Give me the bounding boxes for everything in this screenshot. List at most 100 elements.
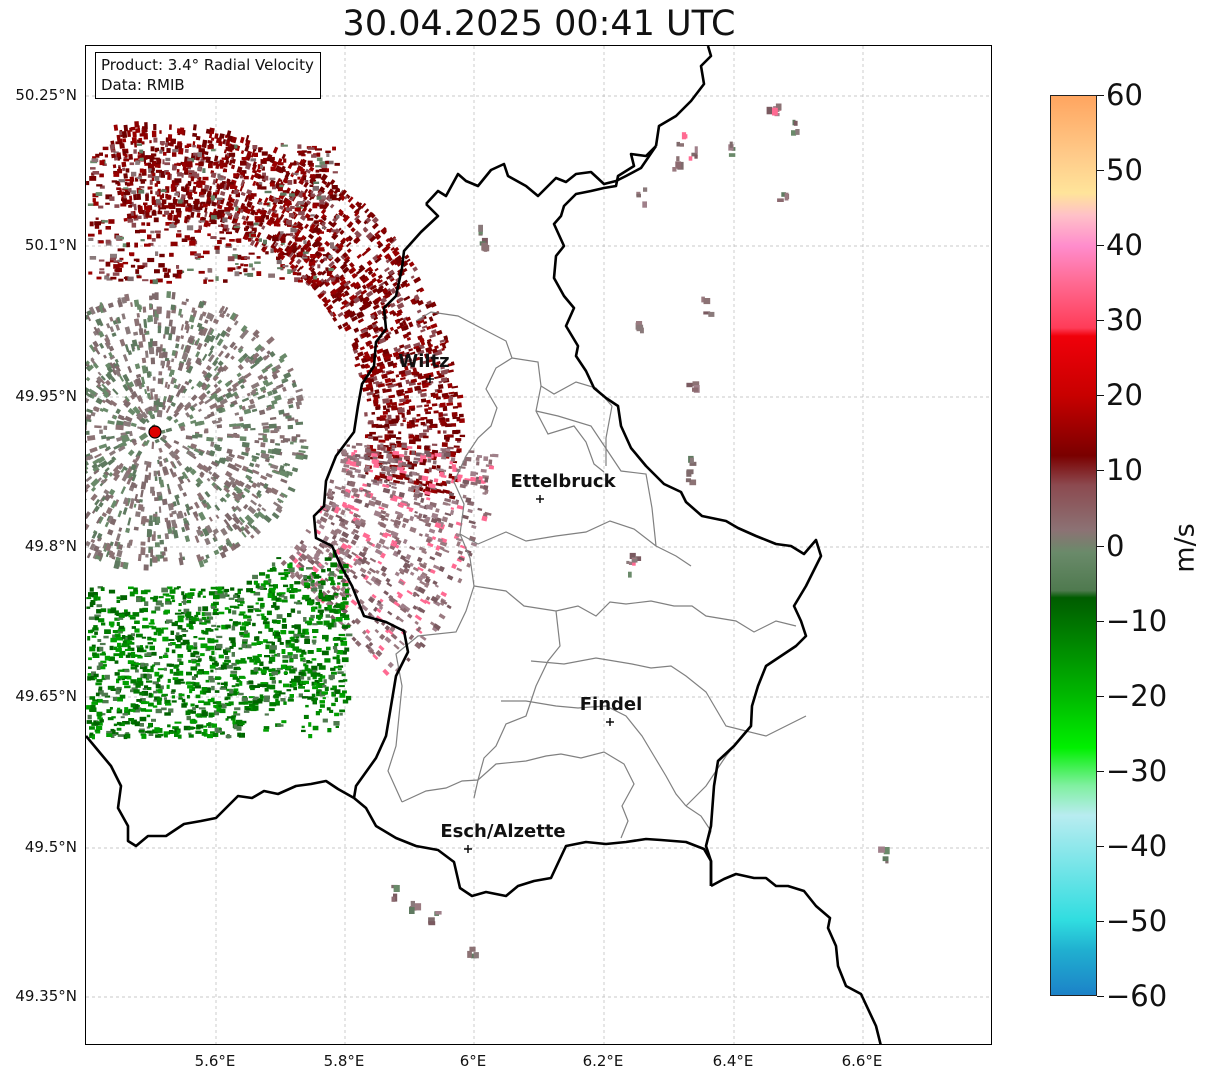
echo-pixel — [273, 584, 278, 589]
echo-pixel — [154, 269, 160, 274]
echo-pixel — [142, 688, 147, 691]
echo-pixel — [325, 614, 331, 618]
echo-pixel — [109, 326, 115, 333]
echo-pixel — [149, 279, 155, 284]
echo-pixel — [331, 691, 336, 697]
echo-pixel — [185, 593, 192, 598]
echo-pixel — [267, 390, 273, 397]
echo-pixel — [230, 670, 238, 674]
echo-pixel — [389, 597, 396, 604]
echo-pixel — [410, 365, 416, 369]
echo-pixel — [210, 441, 215, 447]
echo-pixel — [198, 399, 205, 406]
echo-pixel — [159, 130, 162, 134]
echo-pixel — [318, 709, 322, 713]
echo-pixel — [278, 357, 285, 364]
echo-pixel — [110, 499, 118, 509]
echo-pixel — [224, 353, 230, 359]
echo-pixel — [212, 601, 219, 606]
echo-pixel — [133, 299, 140, 307]
echo-pixel — [276, 614, 283, 619]
echo-pixel — [334, 256, 342, 264]
echo-pixel — [210, 731, 215, 734]
echo-pixel — [355, 201, 361, 207]
echo-pixel — [253, 608, 260, 611]
echo-pixel — [423, 320, 428, 325]
echo-pixel — [236, 372, 242, 378]
echo-pixel — [440, 537, 448, 544]
echo-pixel — [287, 424, 294, 430]
echo-pixel — [215, 137, 222, 144]
echo-pixel — [404, 450, 408, 456]
echo-pixel — [342, 214, 350, 223]
echo-pixel — [198, 590, 203, 595]
echo-pixel — [225, 312, 231, 318]
echo-pixel — [384, 267, 390, 273]
echo-pixel — [414, 385, 422, 392]
echo-pixel — [361, 302, 370, 310]
echo-pixel — [365, 246, 372, 253]
echo-pixel — [239, 384, 245, 390]
echo-pixel — [153, 513, 158, 517]
echo-pixel — [258, 202, 263, 205]
echo-pixel — [253, 222, 259, 226]
echo-pixel — [337, 668, 342, 671]
echo-pixel — [146, 687, 152, 691]
echo-pixel — [445, 448, 451, 452]
echo-pixel — [340, 304, 347, 310]
echo-pixel — [203, 430, 209, 434]
echo-pixel — [122, 373, 130, 383]
echo-pixel — [383, 590, 389, 596]
echo-pixel — [287, 486, 296, 493]
echo-pixel — [447, 363, 453, 367]
echo-pixel — [134, 493, 139, 502]
echo-pixel — [420, 398, 427, 403]
echo-pixel — [90, 538, 96, 544]
echo-pixel — [417, 334, 423, 341]
echo-pixel — [404, 282, 411, 288]
echo-pixel — [197, 658, 202, 662]
echo-pixel — [283, 683, 290, 688]
echo-pixel — [406, 421, 412, 424]
echo-pixel — [237, 604, 244, 607]
echo-pixel — [256, 209, 261, 214]
echo-pixel — [93, 406, 100, 413]
echo-pixel — [278, 594, 285, 598]
echo-pixel — [145, 709, 153, 712]
echo-pixel — [401, 412, 405, 418]
echo-pixel — [426, 542, 434, 548]
echo-pixel — [249, 205, 255, 212]
echo-pixel — [416, 556, 423, 563]
echo-pixel — [176, 513, 181, 519]
echo-pixel — [379, 464, 383, 469]
echo-pixel — [213, 395, 219, 401]
radar-map[interactable] — [85, 45, 992, 1045]
echo-pixel — [295, 394, 304, 400]
echo-pixel — [316, 279, 323, 287]
echo-pixel — [364, 456, 371, 461]
echo-pixel — [169, 395, 174, 402]
echo-pixel — [151, 610, 157, 614]
echo-pixel — [399, 501, 408, 507]
echo-pixel — [234, 185, 238, 192]
echo-pixel — [276, 620, 281, 623]
echo-pixel — [208, 143, 214, 148]
echo-pixel — [195, 257, 201, 260]
echo-pixel — [456, 557, 463, 563]
echo-pixel — [374, 230, 381, 236]
echo-pixel — [133, 331, 139, 336]
echo-pixel — [256, 511, 266, 519]
echo-pixel — [232, 623, 239, 626]
echo-pixel — [143, 329, 147, 334]
echo-pixel — [281, 378, 289, 384]
echo-pixel — [308, 266, 313, 271]
echo-pixel — [263, 580, 269, 584]
echo-pixel — [173, 409, 180, 415]
echo-pixel — [339, 709, 346, 713]
echo-pixel — [386, 475, 393, 481]
echo-pixel — [313, 552, 321, 559]
echo-pixel — [368, 567, 376, 574]
echo-pixel — [243, 175, 249, 180]
echo-pixel — [99, 429, 103, 434]
echo-pixel — [264, 688, 269, 692]
